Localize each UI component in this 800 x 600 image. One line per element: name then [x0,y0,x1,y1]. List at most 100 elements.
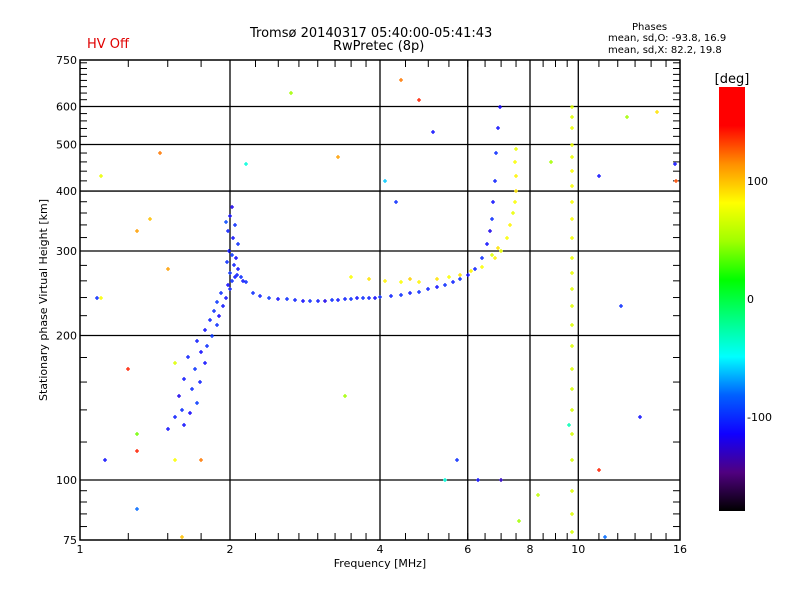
data-point [570,408,574,412]
data-point [383,279,387,283]
data-point [95,296,99,300]
colorbar [719,87,745,511]
data-point [228,287,232,291]
data-point [408,291,412,295]
data-point [476,478,480,482]
data-point [508,223,512,227]
data-point [458,277,462,281]
data-point [126,367,130,371]
data-point [570,271,574,275]
data-point [408,277,412,281]
data-point [166,427,170,431]
data-point [227,249,231,253]
data-point [258,294,262,298]
data-point [99,296,103,300]
data-point [301,299,305,303]
data-point [208,318,212,322]
data-point [443,478,447,482]
data-point [513,160,517,164]
phase-stats-title: Phases [632,22,668,33]
data-point [570,184,574,188]
data-point [203,361,207,365]
data-point [349,275,353,279]
data-points [95,78,678,539]
y-tick-label: 100 [56,474,77,487]
data-point [570,256,574,260]
data-point [480,265,484,269]
data-point [625,115,629,119]
data-point [570,512,574,516]
data-point [417,280,421,284]
data-point [536,493,540,497]
data-point [480,256,484,260]
grid [80,60,680,540]
data-point [224,296,228,300]
data-point [232,263,236,267]
data-point [203,328,207,332]
data-point [399,293,403,297]
data-point [241,279,245,283]
data-point [236,267,240,271]
data-point [230,279,234,283]
data-point [316,299,320,303]
data-point [135,449,139,453]
data-point [603,535,607,539]
data-point [343,394,347,398]
data-point [570,304,574,308]
data-point [343,297,347,301]
data-point [355,296,359,300]
data-point [496,246,500,250]
data-point [383,179,387,183]
x-tick-labels: 1 2 4 6 8 10 16 [77,543,688,556]
data-point [673,162,677,166]
data-point [158,151,162,155]
data-point [215,300,219,304]
data-point [195,339,199,343]
data-point [199,458,203,462]
data-point [494,151,498,155]
x-tick-label: 10 [571,543,585,556]
data-point [205,344,209,348]
data-point [443,283,447,287]
data-point [378,295,382,299]
data-point [173,458,177,462]
data-point [367,277,371,281]
data-point [225,260,229,264]
data-point [570,200,574,204]
data-point [244,280,248,284]
colorbar-tick-label: -100 [747,411,772,424]
data-point [570,105,574,109]
data-point [570,489,574,493]
data-point [289,91,293,95]
data-point [499,478,503,482]
data-point [490,217,494,221]
data-point [455,458,459,462]
data-point [230,205,234,209]
y-tick-label: 300 [56,245,77,258]
data-point [373,296,377,300]
data-point [570,169,574,173]
x-tick-label: 2 [227,543,234,556]
data-point [336,298,340,302]
data-point [173,415,177,419]
data-point [177,394,181,398]
data-point [180,535,184,539]
data-point [199,350,203,354]
data-point [447,275,451,279]
data-point [394,200,398,204]
data-point [570,143,574,147]
data-point [323,299,327,303]
data-point [431,130,435,134]
data-point [389,294,393,298]
data-point [514,189,518,193]
y-tick-labels: 75 100 200 300 400 500 600 750 [56,54,77,547]
y-axis-label: Stationary phase Virtual Height [km] [37,199,50,401]
data-point [308,299,312,303]
data-point [239,275,243,279]
data-point [399,78,403,82]
data-point [99,174,103,178]
data-point [435,277,439,281]
data-point [148,217,152,221]
data-point [549,160,553,164]
data-point [498,105,502,109]
